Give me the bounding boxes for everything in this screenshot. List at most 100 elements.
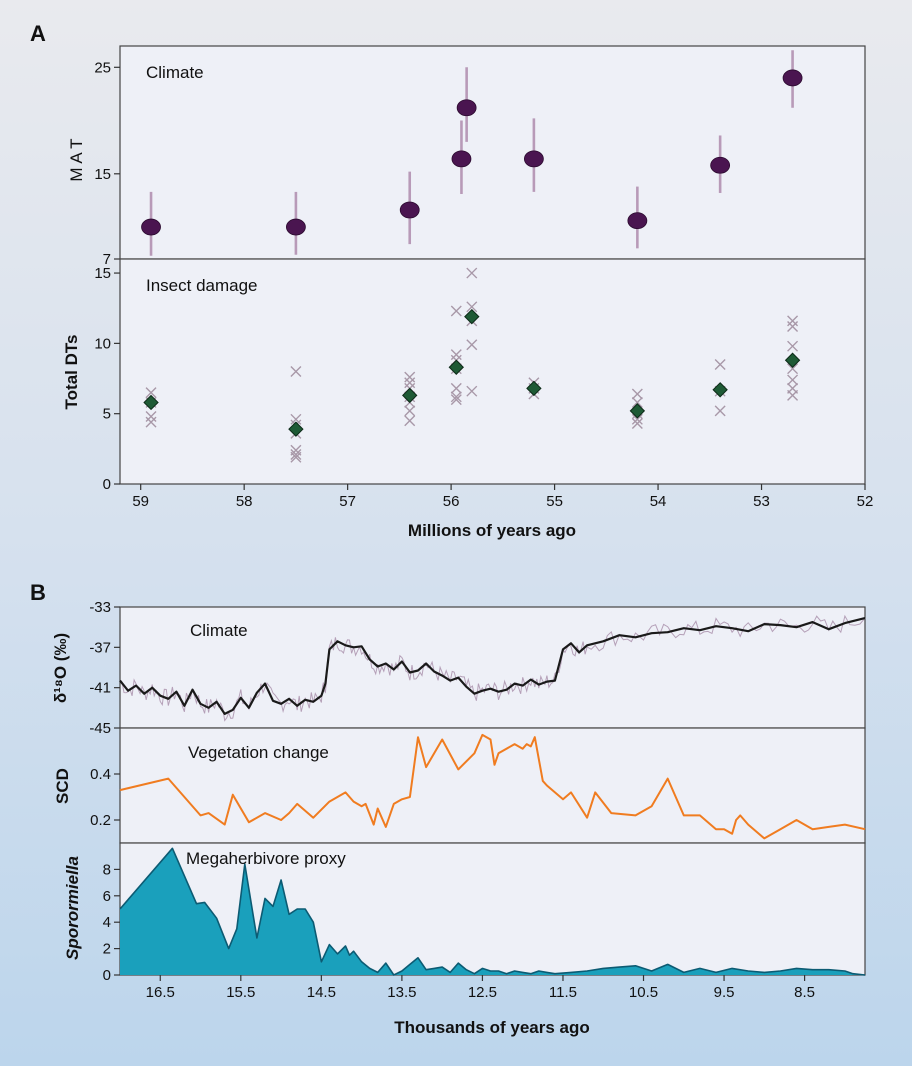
dts-mean-diamond xyxy=(143,394,159,411)
dts-cross-mark xyxy=(631,388,643,400)
dts-cross-mark xyxy=(450,349,462,361)
dts-mean-diamond xyxy=(464,308,480,325)
dts-cross-mark xyxy=(404,415,416,427)
sporormiella-y-tick-label: 4 xyxy=(103,914,111,931)
dts-mean-diamond xyxy=(784,352,801,368)
dts-cross-mark xyxy=(787,340,799,352)
dts-points xyxy=(143,267,801,463)
sporormiella-outline xyxy=(119,847,866,976)
d18o-y-axis-title: δ¹⁸O (‰) xyxy=(51,633,70,703)
dts-x-tick-label: 59 xyxy=(132,493,149,510)
d18o-smoothed-line xyxy=(119,617,866,715)
mat-point xyxy=(782,69,803,87)
dts-y-axis-title: Total DTs xyxy=(62,335,81,410)
scd-annotation: Vegetation change xyxy=(188,743,329,762)
dts-cross-mark xyxy=(714,405,726,417)
dts-cross-mark xyxy=(466,267,478,279)
mat-point xyxy=(286,218,306,236)
dts-cross-mark xyxy=(714,358,726,370)
dts-mean-diamond xyxy=(526,380,542,397)
dts-mean-diamond xyxy=(448,359,464,375)
dts-cross-mark xyxy=(450,394,462,406)
dts-x-ticks: 59 58 57 56 55 54 53 52 xyxy=(132,484,873,510)
dts-x-tick-label: 54 xyxy=(650,493,667,510)
sporormiella-y-tick-label: 0 xyxy=(103,967,111,984)
sporormiella-x-tick-label: 11.5 xyxy=(549,984,577,1001)
d18o-y-ticks: -33 -37 -41 -45 xyxy=(89,599,120,737)
mat-point xyxy=(627,212,648,230)
dts-cross-mark xyxy=(631,396,643,408)
dts-cross-mark xyxy=(631,418,643,430)
dts-cross-mark xyxy=(404,377,416,389)
sporormiella-x-axis-title: Thousands of years ago xyxy=(394,1018,590,1037)
dts-cross-mark xyxy=(466,385,478,397)
dts-cross-mark xyxy=(290,448,302,460)
sporormiella-series xyxy=(119,847,866,976)
mat-point xyxy=(523,150,544,168)
sporormiella-x-tick-label: 16.5 xyxy=(146,984,175,1001)
dts-cross-mark xyxy=(450,382,462,394)
dts-cross-mark xyxy=(290,366,302,377)
sporormiella-area xyxy=(120,848,865,975)
dts-cross-mark xyxy=(145,416,157,428)
sporormiella-x-tick-label: 14.5 xyxy=(307,984,336,1001)
d18o-raw-line xyxy=(119,614,866,722)
mat-chart: 7 15 25 Climate M A T xyxy=(67,45,866,268)
sporormiella-x-tick-label: 9.5 xyxy=(714,984,735,1001)
dts-cross-mark xyxy=(404,405,416,417)
dts-x-tick-label: 58 xyxy=(236,493,253,510)
dts-y-tick-label: 10 xyxy=(94,335,111,352)
mat-plot-area xyxy=(119,45,866,260)
dts-mean-diamond xyxy=(402,387,418,404)
mat-y-tick-label: 7 xyxy=(103,251,111,268)
dts-chart: 0 5 10 15 59 58 57 56 55 54 53 52 Insect damage To… xyxy=(62,258,873,540)
sporormiella-x-tick-label: 15.5 xyxy=(226,984,255,1001)
mat-points xyxy=(141,50,803,256)
dts-x-tick-label: 55 xyxy=(546,493,563,510)
dts-cross-mark xyxy=(787,315,799,327)
dts-x-tick-label: 56 xyxy=(443,493,460,510)
mat-annotation: Climate xyxy=(146,63,204,82)
dts-plot-area xyxy=(119,258,866,485)
scd-chart: 0.2 0.4 Vegetation change SCD xyxy=(53,727,866,844)
sporormiella-y-tick-label: 8 xyxy=(103,861,111,878)
dts-cross-mark xyxy=(290,413,302,425)
sporormiella-x-tick-label: 8.5 xyxy=(794,984,815,1001)
d18o-y-tick-label: -37 xyxy=(89,639,111,656)
dts-x-tick-label: 57 xyxy=(339,493,356,510)
dts-cross-mark xyxy=(145,411,157,422)
scd-series xyxy=(119,733,866,840)
dts-cross-mark xyxy=(787,363,799,375)
dts-cross-mark xyxy=(290,451,302,463)
dts-mean-diamond xyxy=(712,382,728,398)
panel-a-label: A xyxy=(30,21,46,46)
dts-mean-diamond xyxy=(629,403,646,419)
dts-cross-mark xyxy=(631,413,643,425)
dts-y-tick-label: 0 xyxy=(103,476,111,493)
mat-y-tick-label: 25 xyxy=(94,59,111,76)
sporormiella-x-tick-label: 12.5 xyxy=(468,984,497,1001)
sporormiella-x-tick-label: 13.5 xyxy=(387,984,416,1001)
dts-x-tick-label: 52 xyxy=(857,493,874,510)
scd-y-axis-title: SCD xyxy=(53,768,72,804)
dts-annotation: Insect damage xyxy=(146,276,258,295)
mat-y-ticks: 7 15 25 xyxy=(94,59,120,268)
sporormiella-y-ticks: 0 2 4 6 8 xyxy=(103,861,120,984)
d18o-plot-area xyxy=(119,606,866,729)
dts-cross-mark xyxy=(450,391,462,403)
mat-point xyxy=(451,150,472,168)
mat-y-tick-label: 15 xyxy=(94,166,111,183)
dts-cross-mark xyxy=(145,387,157,399)
scd-y-ticks: 0.2 0.4 xyxy=(90,766,120,829)
dts-cross-mark xyxy=(787,321,799,332)
dts-y-tick-label: 15 xyxy=(94,265,111,282)
d18o-annotation: Climate xyxy=(190,621,248,640)
dts-cross-mark xyxy=(404,371,416,383)
scd-y-tick-label: 0.4 xyxy=(90,766,111,783)
dts-mean-diamond xyxy=(288,421,304,437)
panel-b-label: B xyxy=(30,580,46,605)
mat-point xyxy=(399,201,420,219)
dts-cross-mark xyxy=(450,305,462,317)
scd-y-tick-label: 0.2 xyxy=(90,812,111,829)
sporormiella-x-ticks: 16.5 15.5 14.5 13.5 12.5 11.5 10.5 9.5 8.5 xyxy=(146,975,815,1001)
